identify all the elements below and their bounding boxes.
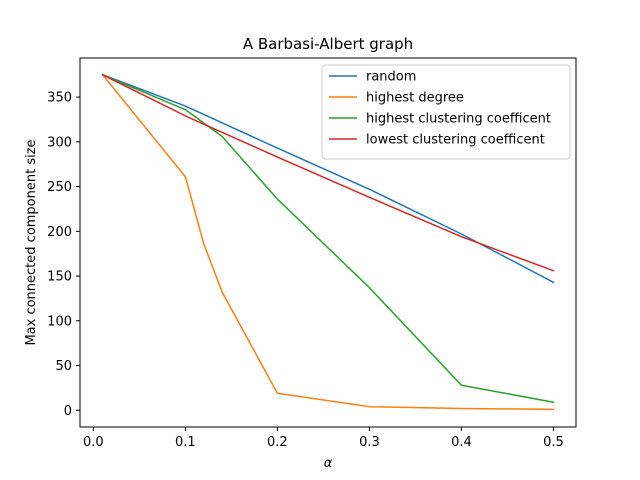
series-lines — [101, 73, 555, 411]
legend: random highest degree highest clustering c… — [321, 64, 571, 160]
y-axis: 0 50 100 150 200 250 300 350 — [47, 91, 80, 419]
x-tick-label: 0.0 — [83, 435, 104, 450]
y-tick-label: 250 — [47, 180, 72, 195]
y-tick-label: 200 — [47, 225, 72, 240]
legend-label: random — [366, 70, 416, 85]
x-tick-label: 0.5 — [543, 435, 564, 450]
x-tick-label: 0.4 — [451, 435, 472, 450]
x-tick-label: 0.2 — [267, 435, 288, 450]
y-tick-label: 100 — [47, 314, 72, 329]
y-tick-label: 300 — [47, 135, 72, 150]
series-line-3 — [101, 73, 555, 404]
legend-label: highest clustering coefficent — [366, 112, 551, 127]
series-line-4 — [101, 73, 555, 272]
y-tick-label: 0 — [64, 404, 72, 419]
x-tick-label: 0.3 — [359, 435, 380, 450]
x-tick-label: 0.1 — [175, 435, 196, 450]
x-axis: 0.0 0.1 0.2 0.3 0.4 0.5 — [83, 427, 564, 450]
chart-title: A Barbasi-Albert graph — [243, 35, 413, 53]
legend-label: highest degree — [366, 91, 464, 106]
series-line-2 — [101, 73, 555, 411]
y-tick-label: 50 — [55, 359, 72, 374]
x-axis-label: α — [324, 456, 333, 471]
y-tick-label: 150 — [47, 270, 72, 285]
y-tick-label: 350 — [47, 91, 72, 106]
legend-label: lowest clustering coefficent — [366, 133, 545, 148]
y-axis-label: Max connected component size — [24, 139, 39, 345]
legend-box — [321, 64, 571, 160]
axes-frame — [79, 57, 577, 428]
